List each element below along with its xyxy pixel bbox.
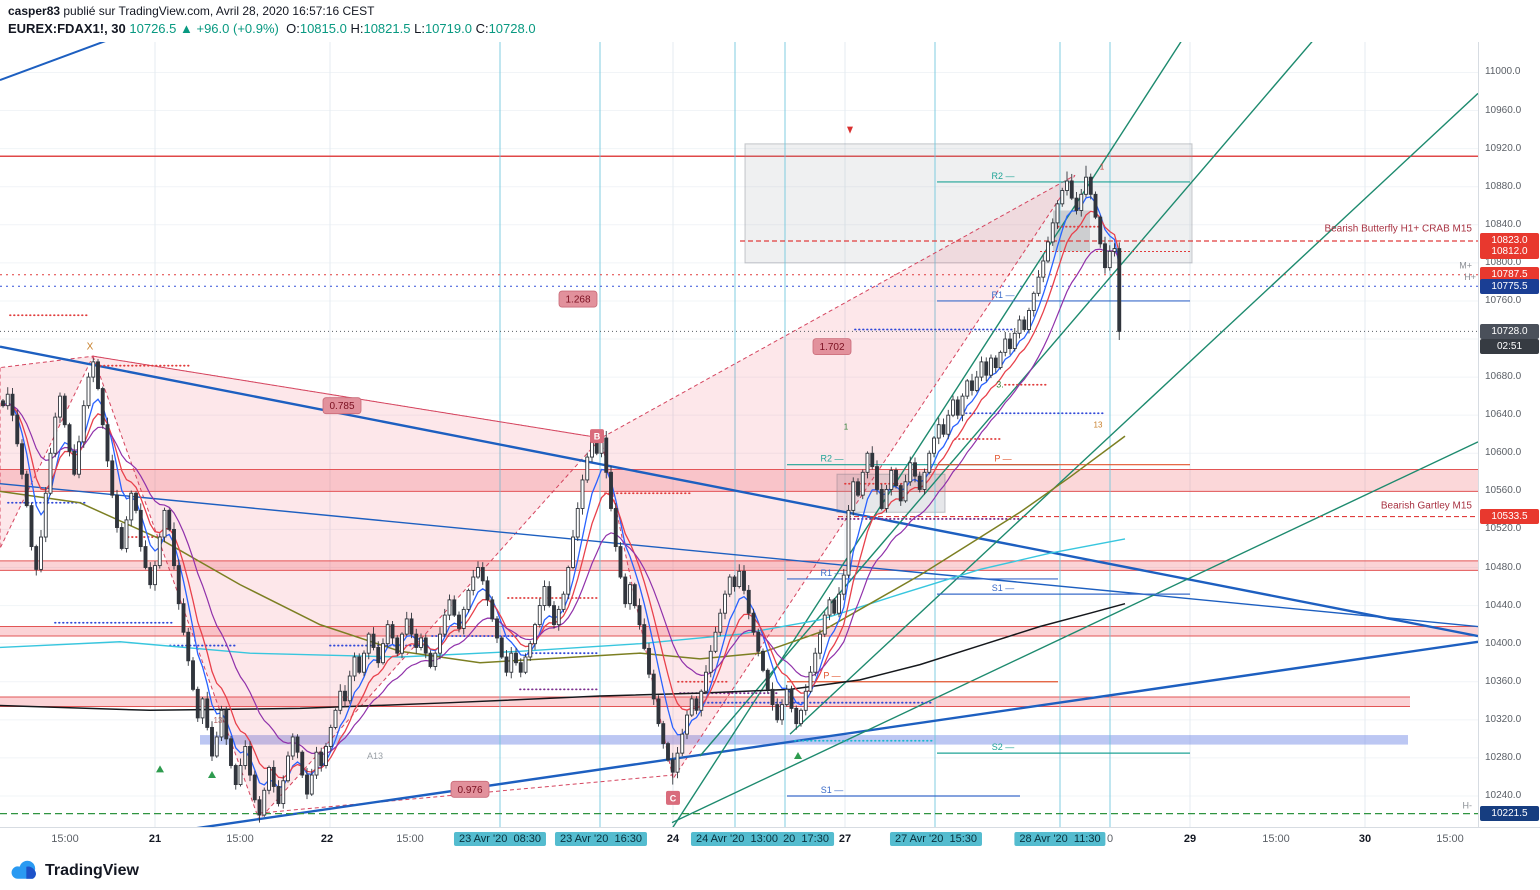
price-tick: 10360.0 [1485, 675, 1522, 687]
price-tag: 10533.5 [1480, 509, 1539, 525]
price-tick: 10560.0 [1485, 485, 1522, 497]
byline: casper83 publié sur TradingView.com, Avr… [8, 4, 374, 18]
price-axis[interactable]: 11000.0 10960.0 10920.0 10880.0 10840.0 10800… [1478, 42, 1540, 827]
time-tick: 30 [1358, 833, 1372, 845]
time-marker-label: 28 Avr '20 11:30 [1014, 832, 1106, 846]
price-tag: 10775.5 [1480, 278, 1539, 294]
price-tick: 10880.0 [1485, 180, 1522, 192]
chart-label: P — [823, 671, 840, 681]
chart-label: S2 — [992, 742, 1015, 752]
price-tick: 10960.0 [1485, 104, 1522, 116]
time-tick: 22 [320, 833, 334, 845]
chart-label: H+ [1464, 272, 1476, 282]
fib-pill-layer: 1.268 1.702 0.785 0.976 B C [322, 290, 852, 805]
chart-label: P — [994, 454, 1011, 464]
price-tag: 10787.5 [1480, 267, 1539, 283]
high-value: 10821.5 [363, 21, 411, 36]
price-tick: 10640.0 [1485, 409, 1522, 421]
low-label: L: [414, 21, 425, 36]
text-label-layer: X A13 13 3. 13 1 1 Bearish Butterfly H1+ CRAB M… [87, 163, 1476, 811]
chart-label: 1.702 [819, 342, 844, 353]
open-value: 10815.0 [299, 21, 347, 36]
price-tick: 11000.0 [1485, 66, 1521, 78]
chart-label: H- [1463, 801, 1473, 811]
price-tag: 10812.0 [1480, 243, 1539, 259]
price-tick: 10480.0 [1485, 561, 1522, 573]
price-tick: 10240.0 [1485, 789, 1522, 801]
time-tick: 21 [148, 833, 162, 845]
chart-label: R2 — [991, 171, 1014, 181]
chart-label: R1 — [820, 568, 843, 578]
time-tick: 0 [1106, 833, 1114, 845]
time-tick: 29 [1183, 833, 1197, 845]
chart-label: C [670, 793, 677, 803]
byline-text: publié sur TradingView.com, Avril 28, 20… [60, 4, 375, 18]
time-tick: 15:00 [1436, 833, 1464, 845]
chart-label: M+ [1459, 261, 1472, 271]
last-price: 10726.5 [129, 21, 177, 36]
chart-label: S1 — [992, 583, 1015, 593]
chart-label: 0.785 [329, 401, 354, 412]
time-marker-label: 23 Avr '20 16:30 [554, 832, 648, 846]
symbol-legend[interactable]: EUREX:FDAX1!, 30 10726.5 ▲ +96.0 (+0.9%)… [8, 21, 536, 36]
byline-username: casper83 [8, 4, 61, 18]
time-tick: 15:00 [1262, 833, 1290, 845]
time-marker-label: 24 Avr '20 13:00 [690, 832, 784, 846]
price-tick: 10800.0 [1485, 256, 1522, 268]
time-marker-label: 20 17:30 [778, 832, 834, 846]
time-tick: 27 [838, 833, 852, 845]
chart-label: 1 [844, 423, 849, 432]
bar-countdown: 02:51 [1480, 339, 1539, 355]
chart-label: S1 — [821, 785, 844, 795]
chart-label: 3. [996, 380, 1004, 390]
time-tick: 15:00 [51, 833, 79, 845]
chart-label: 1.268 [565, 295, 590, 306]
time-tick: 15:00 [396, 833, 424, 845]
price-change: ▲ +96.0 (+0.9%) [180, 21, 279, 36]
tradingview-brand: TradingView [45, 862, 139, 879]
chart-label: B [594, 432, 601, 442]
footer: TradingView [0, 852, 1540, 890]
time-axis[interactable]: 15:00 21 15:00 22 15:00 23 Avr '20 08:30 23 Av… [0, 827, 1540, 853]
open-label: O: [286, 21, 300, 36]
close-label: C: [475, 21, 489, 36]
high-label: H: [350, 21, 364, 36]
chart-label: Bearish Gartley M15 [1381, 501, 1473, 512]
candles-layer [1, 165, 1122, 823]
chart-label: R1 — [991, 290, 1014, 300]
tradingview-logo-icon[interactable] [10, 860, 38, 882]
price-tick: 10400.0 [1485, 637, 1522, 649]
price-tick: 10680.0 [1485, 371, 1522, 383]
price-tick: 10280.0 [1485, 751, 1522, 763]
chart-label: A13 [367, 751, 383, 761]
main-chart-pane[interactable]: R2 —R1 —P —S1 —R2 —R1 —P —S1 —S2 —1.2681… [0, 42, 1478, 827]
time-marker-label: 23 Avr '20 08:30 [453, 832, 547, 846]
price-tag: 10728.0 [1480, 323, 1539, 339]
marker-layer [156, 126, 853, 779]
price-tag: 10221.5 [1480, 806, 1539, 822]
close-value: 10728.0 [488, 21, 536, 36]
price-tick: 10840.0 [1485, 218, 1522, 230]
price-tick: 10320.0 [1485, 713, 1522, 725]
pivot-layer: R2 — R1 — P — S1 — R2 — R1 — P — S1 — S2 — [787, 171, 1190, 797]
chart-label: X [87, 342, 94, 353]
chart-label: 0.976 [457, 785, 482, 796]
level-line-layer [0, 240, 1478, 815]
low-value: 10719.0 [424, 21, 472, 36]
symbol-interval: EUREX:FDAX1!, 30 [8, 21, 126, 36]
chart-label: 13 [1094, 421, 1103, 430]
time-tick: 15:00 [226, 833, 254, 845]
time-tick: 24 [666, 833, 680, 845]
chart-label: Bearish Butterfly H1+ CRAB M15 [1324, 224, 1472, 235]
chart-label: R2 — [820, 454, 843, 464]
price-tick: 10760.0 [1485, 294, 1522, 306]
time-marker-label: 27 Avr '20 15:30 [889, 832, 983, 846]
price-tick: 10520.0 [1485, 523, 1522, 535]
chart-label: 13 [214, 716, 223, 725]
price-tick: 10600.0 [1485, 447, 1522, 459]
chart-label: 1 [1100, 163, 1105, 172]
price-tick: 10440.0 [1485, 599, 1522, 611]
price-tick: 10920.0 [1485, 142, 1522, 154]
trendline-layer [0, 42, 1478, 827]
